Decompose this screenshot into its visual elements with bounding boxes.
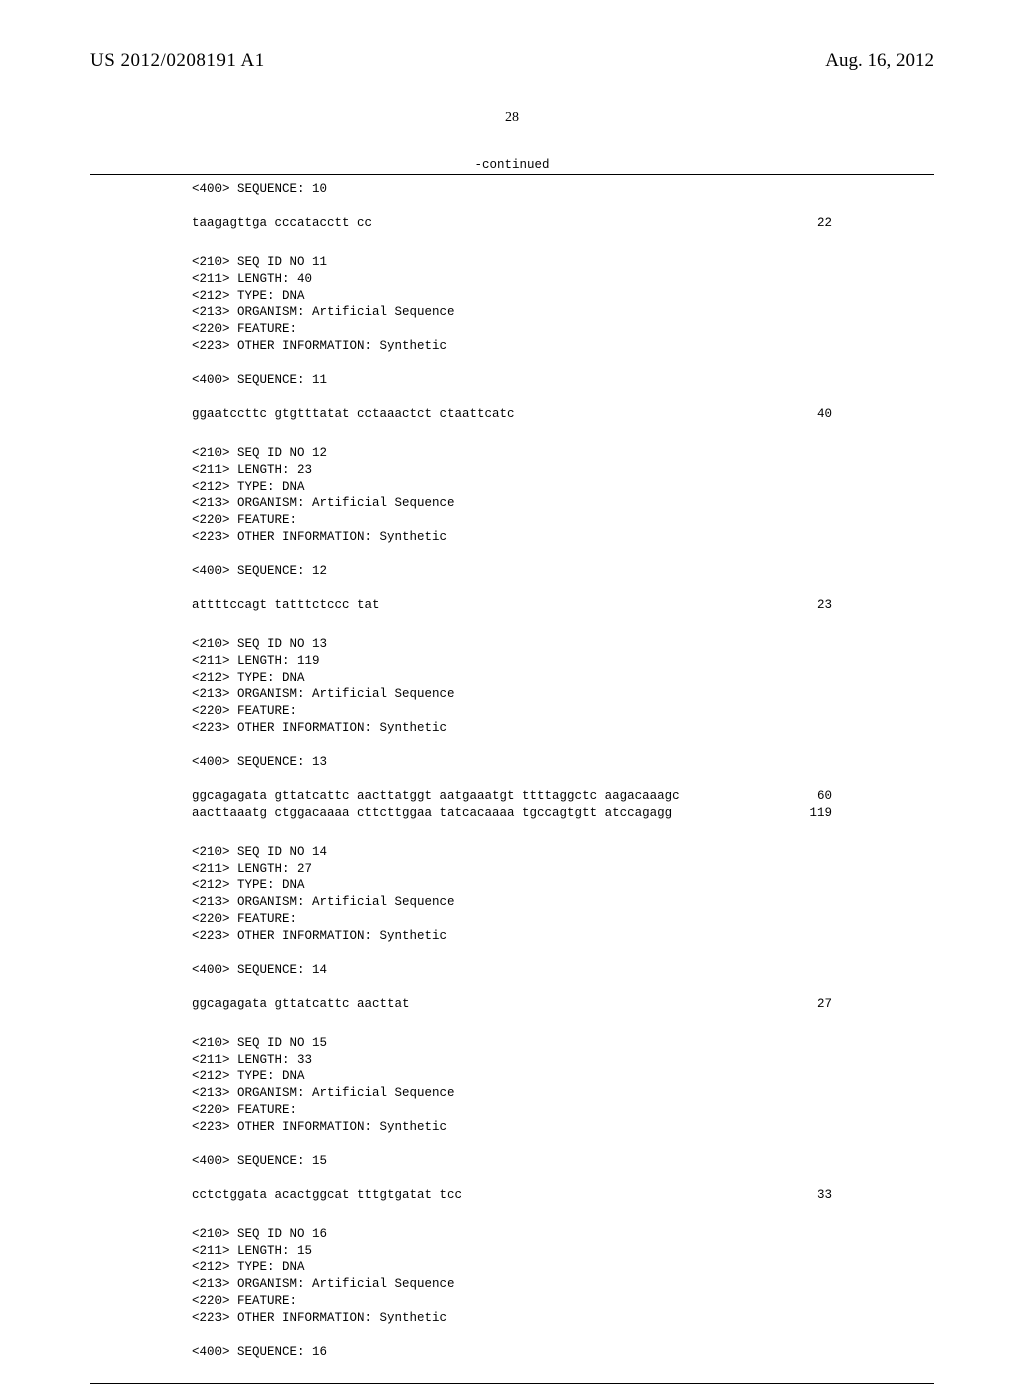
- sequence-block: <400> SEQUENCE: 10 taagagttga cccatacctt…: [192, 181, 832, 232]
- sequence-meta-line: <212> TYPE: DNA: [192, 479, 832, 496]
- sequence-meta-line: <211> LENGTH: 119: [192, 653, 832, 670]
- sequence-text: ggcagagata gttatcattc aacttat: [192, 996, 410, 1013]
- sequence-meta-line: <212> TYPE: DNA: [192, 1259, 832, 1276]
- sequence-meta-line: <211> LENGTH: 27: [192, 861, 832, 878]
- sequence-line: taagagttga cccatacctt cc 22: [192, 215, 832, 232]
- sequence-meta-line: <211> LENGTH: 23: [192, 462, 832, 479]
- sequence-meta-line: <212> TYPE: DNA: [192, 288, 832, 305]
- page-number: 28: [90, 110, 934, 126]
- sequence-text: ggcagagata gttatcattc aacttatggt aatgaaa…: [192, 788, 680, 805]
- sequence-meta-line: <213> ORGANISM: Artificial Sequence: [192, 894, 832, 911]
- sequence-meta-line: <210> SEQ ID NO 15: [192, 1035, 832, 1052]
- sequence-meta-line: <223> OTHER INFORMATION: Synthetic: [192, 720, 832, 737]
- sequence-label: <400> SEQUENCE: 12: [192, 563, 832, 580]
- sequence-meta-line: <223> OTHER INFORMATION: Synthetic: [192, 529, 832, 546]
- sequence-block: <210> SEQ ID NO 12<211> LENGTH: 23<212> …: [192, 445, 832, 614]
- sequence-line: cctctggata acactggcat tttgtgatat tcc 33: [192, 1187, 832, 1204]
- sequence-line: ggcagagata gttatcattc aacttatggt aatgaaa…: [192, 788, 832, 805]
- sequence-count: 40: [792, 406, 832, 423]
- sequence-meta-line: <210> SEQ ID NO 12: [192, 445, 832, 462]
- sequence-count: 33: [792, 1187, 832, 1204]
- sequence-meta-line: <212> TYPE: DNA: [192, 1068, 832, 1085]
- sequence-meta-line: <210> SEQ ID NO 14: [192, 844, 832, 861]
- sequence-line: ggcagagata gttatcattc aacttat 27: [192, 996, 832, 1013]
- sequence-meta-line: <212> TYPE: DNA: [192, 670, 832, 687]
- sequence-line: attttccagt tatttctccc tat 23: [192, 597, 832, 614]
- sequence-meta-line: <211> LENGTH: 40: [192, 271, 832, 288]
- sequence-meta-line: <220> FEATURE:: [192, 703, 832, 720]
- sequence-meta-line: <210> SEQ ID NO 13: [192, 636, 832, 653]
- sequence-block: <210> SEQ ID NO 15<211> LENGTH: 33<212> …: [192, 1035, 832, 1204]
- sequence-meta-line: <223> OTHER INFORMATION: Synthetic: [192, 1119, 832, 1136]
- sequence-label: <400> SEQUENCE: 16: [192, 1344, 832, 1361]
- sequence-block: <210> SEQ ID NO 16<211> LENGTH: 15<212> …: [192, 1226, 832, 1361]
- sequence-meta-line: <210> SEQ ID NO 16: [192, 1226, 832, 1243]
- sequence-meta-line: <213> ORGANISM: Artificial Sequence: [192, 304, 832, 321]
- sequence-meta-line: <211> LENGTH: 15: [192, 1243, 832, 1260]
- sequence-count: 27: [792, 996, 832, 1013]
- sequence-label: <400> SEQUENCE: 15: [192, 1153, 832, 1170]
- sequence-meta-line: <213> ORGANISM: Artificial Sequence: [192, 686, 832, 703]
- sequence-label: <400> SEQUENCE: 10: [192, 181, 832, 198]
- sequence-meta-line: <212> TYPE: DNA: [192, 877, 832, 894]
- sequence-meta-line: <223> OTHER INFORMATION: Synthetic: [192, 338, 832, 355]
- sequence-line: ggaatccttc gtgtttatat cctaaactct ctaattc…: [192, 406, 832, 423]
- sequence-meta-line: <213> ORGANISM: Artificial Sequence: [192, 1276, 832, 1293]
- sequence-block: <210> SEQ ID NO 14<211> LENGTH: 27<212> …: [192, 844, 832, 1013]
- sequence-count: 22: [792, 215, 832, 232]
- sequence-count: 60: [792, 788, 832, 805]
- sequence-text: aacttaaatg ctggacaaaa cttcttggaa tatcaca…: [192, 805, 672, 822]
- sequence-block: <210> SEQ ID NO 13<211> LENGTH: 119<212>…: [192, 636, 832, 822]
- sequence-meta-line: <220> FEATURE:: [192, 1102, 832, 1119]
- sequence-count: 23: [792, 597, 832, 614]
- document-header: US 2012/0208191 A1 Aug. 16, 2012: [90, 50, 934, 72]
- sequence-meta-line: <220> FEATURE:: [192, 321, 832, 338]
- sequence-listing-content: <400> SEQUENCE: 10 taagagttga cccatacctt…: [192, 175, 832, 1361]
- publication-number: US 2012/0208191 A1: [90, 50, 265, 72]
- sequence-meta-line: <220> FEATURE:: [192, 911, 832, 928]
- sequence-label: <400> SEQUENCE: 14: [192, 962, 832, 979]
- sequence-meta-line: <213> ORGANISM: Artificial Sequence: [192, 1085, 832, 1102]
- sequence-label: <400> SEQUENCE: 13: [192, 754, 832, 771]
- sequence-meta-line: <223> OTHER INFORMATION: Synthetic: [192, 1310, 832, 1327]
- publication-date: Aug. 16, 2012: [825, 50, 934, 72]
- sequence-count: 119: [792, 805, 832, 822]
- sequence-text: ggaatccttc gtgtttatat cctaaactct ctaattc…: [192, 406, 515, 423]
- sequence-meta-line: <210> SEQ ID NO 11: [192, 254, 832, 271]
- sequence-text: cctctggata acactggcat tttgtgatat tcc: [192, 1187, 462, 1204]
- sequence-block: <210> SEQ ID NO 11<211> LENGTH: 40<212> …: [192, 254, 832, 423]
- sequence-meta-line: <220> FEATURE:: [192, 1293, 832, 1310]
- sequence-label: <400> SEQUENCE: 11: [192, 372, 832, 389]
- sequence-meta-line: <211> LENGTH: 33: [192, 1052, 832, 1069]
- sequence-meta-line: <223> OTHER INFORMATION: Synthetic: [192, 928, 832, 945]
- sequence-meta-line: <213> ORGANISM: Artificial Sequence: [192, 495, 832, 512]
- sequence-text: taagagttga cccatacctt cc: [192, 215, 372, 232]
- sequence-meta-line: <220> FEATURE:: [192, 512, 832, 529]
- sequence-text: attttccagt tatttctccc tat: [192, 597, 380, 614]
- sequence-line: aacttaaatg ctggacaaaa cttcttggaa tatcaca…: [192, 805, 832, 822]
- continued-label: -continued: [90, 158, 934, 172]
